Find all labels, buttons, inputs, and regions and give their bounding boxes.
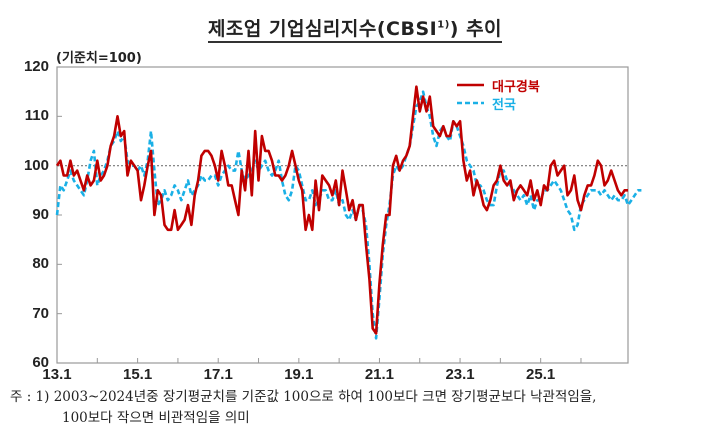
- footnote-line-1: 주 : 1) 2003~2024년중 장기평균치를 기준값 100으로 하여 1…: [10, 389, 597, 405]
- plot-frame: [56, 66, 629, 364]
- title-text: 제조업 기업심리지수(CBSI: [207, 18, 438, 40]
- x-tick-label: 17.1: [203, 366, 233, 383]
- y-tick-label: 60: [32, 354, 49, 371]
- x-tick-label: 23.1: [445, 366, 475, 383]
- x-tick-label: 13.1: [42, 366, 72, 383]
- y-tick-label: 120: [23, 58, 49, 75]
- unit-label: (기준치=100): [56, 51, 142, 66]
- y-tick-label: 70: [32, 304, 49, 322]
- footnote-line-2: 100보다 작으면 비관적임을 의미: [62, 410, 250, 426]
- x-axis-ticks: [56, 358, 582, 363]
- title-footnote-marker: 1): [437, 19, 450, 31]
- x-tick-label: 25.1: [526, 366, 556, 383]
- series-daegu-line: [55, 85, 628, 335]
- y-tick-label: 110: [24, 107, 49, 125]
- y-tick-label: 90: [32, 206, 49, 223]
- legend-national-label: 전국: [492, 98, 516, 113]
- x-tick-label: 19.1: [284, 366, 314, 383]
- legend-daegu-label: 대구경북: [492, 80, 540, 95]
- title-suffix: ) 추이: [449, 18, 503, 40]
- chart-title: 제조업 기업심리지수(CBSI1)) 추이: [0, 14, 710, 43]
- series-national-line: [55, 90, 642, 340]
- x-tick-label: 21.1: [364, 366, 395, 383]
- x-tick-label: 15.1: [123, 366, 153, 383]
- y-tick-label: 100: [23, 156, 49, 174]
- y-tick-label: 80: [32, 255, 49, 273]
